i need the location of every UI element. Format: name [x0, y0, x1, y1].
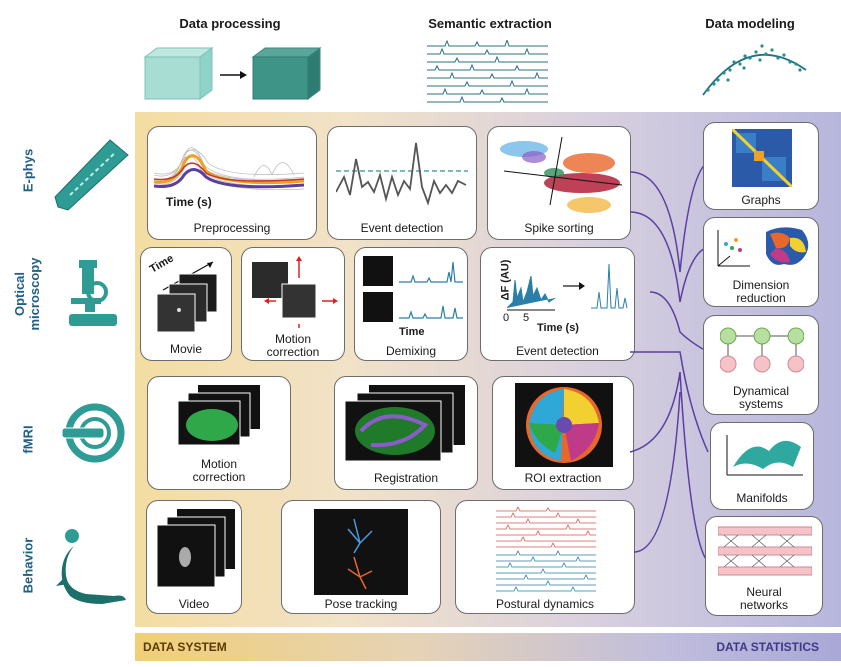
registration-caption: Registration [373, 471, 439, 485]
microscope-icon [69, 260, 117, 326]
motion-correction-optical-caption-1: Motion [274, 332, 312, 346]
header-data-processing: Data processing [179, 16, 281, 31]
event-detection-optical-tick0: 0 [503, 312, 510, 324]
card-movie[interactable]: Time Movie [140, 247, 232, 361]
motion-correction-fmri-caption-1: Motion [200, 457, 238, 471]
row-label-optical: Optical microscopy [12, 244, 44, 344]
roi-extraction-caption: ROI extraction [524, 471, 602, 485]
event-detection-optical-xlabel: Time (s) [537, 322, 579, 334]
dimension-reduction-caption-2: reduction [736, 291, 786, 305]
preprocessing-caption: Preprocessing [193, 221, 271, 235]
demixing-caption: Demixing [385, 344, 436, 358]
registration-brain-slices [345, 385, 465, 461]
header-data-modeling: Data modeling [705, 16, 795, 31]
data-system-label: DATA SYSTEM [143, 640, 227, 654]
card-postural-dynamics[interactable]: Postural dynamics [455, 500, 635, 614]
card-spike-sorting[interactable]: Spike sorting [487, 126, 631, 240]
manifold-surface [726, 435, 803, 476]
preprocessing-axis-label: Time (s) [166, 195, 212, 209]
neural-network-diagram [718, 526, 812, 576]
mri-scanner-icon [61, 403, 125, 463]
demixing-axis-label: Time [399, 326, 425, 338]
row-label-behavior: Behavior [20, 537, 36, 594]
connector-curves [629, 161, 709, 563]
movie-frames-stack [156, 261, 218, 333]
preprocessing-traces-plot [154, 147, 305, 191]
postural-dynamics-caption: Postural dynamics [495, 597, 595, 611]
card-motion-correction-fmri[interactable]: Motion correction [147, 376, 291, 490]
dimension-reduction-plot [717, 227, 809, 267]
card-motion-correction-optical[interactable]: Motion correction [241, 247, 345, 361]
card-roi-extraction[interactable]: ROI extraction [492, 376, 634, 490]
event-detection-trace-plot [336, 142, 468, 206]
card-video[interactable]: Video [146, 500, 242, 614]
card-event-detection-optical[interactable]: ΔF (AU) 0 5 Time (s) Event detection [480, 247, 635, 361]
pose-tracking-caption: Pose tracking [324, 597, 398, 611]
card-graphs[interactable]: Graphs [703, 122, 819, 210]
event-detection-ephys-caption: Event detection [360, 221, 444, 235]
bottom-band [135, 633, 841, 661]
card-preprocessing[interactable]: Time (s) Preprocessing [147, 126, 317, 240]
card-dynamical-systems[interactable]: Dynamical systems [703, 315, 819, 415]
seal-icon [56, 529, 126, 604]
neural-networks-caption-2: networks [739, 598, 789, 612]
dynamical-systems-graph [720, 327, 804, 373]
graphs-caption: Graphs [741, 193, 781, 207]
card-neural-networks[interactable]: Neural networks [705, 516, 823, 616]
electrode-icon [54, 139, 129, 211]
neural-networks-caption-1: Neural [746, 585, 782, 599]
motion-correction-fmri-caption-2: correction [192, 470, 246, 484]
demixing-frame-2 [363, 292, 393, 322]
card-event-detection-ephys[interactable]: Event detection [327, 126, 477, 240]
graphs-connectivity-matrix [732, 129, 792, 187]
postural-dynamics-traces [496, 507, 596, 592]
card-manifolds[interactable]: Manifolds [710, 422, 814, 510]
spike-traces-icon [427, 40, 548, 103]
motion-correction-frames [252, 256, 338, 328]
card-pose-tracking[interactable]: Pose tracking [281, 500, 441, 614]
event-detection-optical-caption: Event detection [516, 344, 599, 358]
card-demixing[interactable]: Time Demixing [354, 247, 468, 361]
movie-caption: Movie [169, 342, 202, 356]
row-label-ephys: E-phys [20, 148, 36, 193]
motion-correction-optical-caption-2: correction [266, 345, 320, 359]
cube-transform-icon [143, 47, 322, 100]
pose-tracking-frame [314, 509, 408, 595]
event-detection-optical-tick5: 5 [523, 312, 530, 324]
dynamical-systems-caption-2: systems [738, 397, 783, 411]
card-registration[interactable]: Registration [334, 376, 478, 490]
header-semantic-extraction: Semantic extraction [428, 16, 552, 31]
demixing-traces [399, 261, 463, 319]
dynamical-systems-caption-1: Dynamical [732, 384, 789, 398]
fmri-motion-volumes [178, 385, 260, 446]
roi-brain-parcellation [515, 383, 613, 467]
video-caption: Video [178, 597, 210, 611]
manifolds-caption: Manifolds [736, 491, 788, 505]
regression-fit-icon [702, 44, 807, 96]
event-detection-optical-plot [507, 263, 628, 311]
spike-sorting-scatter [500, 136, 623, 213]
row-label-fmri: fMRI [20, 425, 36, 454]
row-label-optical-line2: microscopy [27, 257, 42, 331]
card-dimension-reduction[interactable]: Dimension reduction [703, 217, 819, 307]
dimension-reduction-caption-1: Dimension [732, 278, 790, 292]
data-statistics-label: DATA STATISTICS [716, 640, 819, 654]
video-frames-stack [156, 509, 235, 588]
row-label-optical-line1: Optical [12, 271, 27, 317]
spike-sorting-caption: Spike sorting [524, 221, 594, 235]
demixing-frame-1 [363, 256, 393, 286]
